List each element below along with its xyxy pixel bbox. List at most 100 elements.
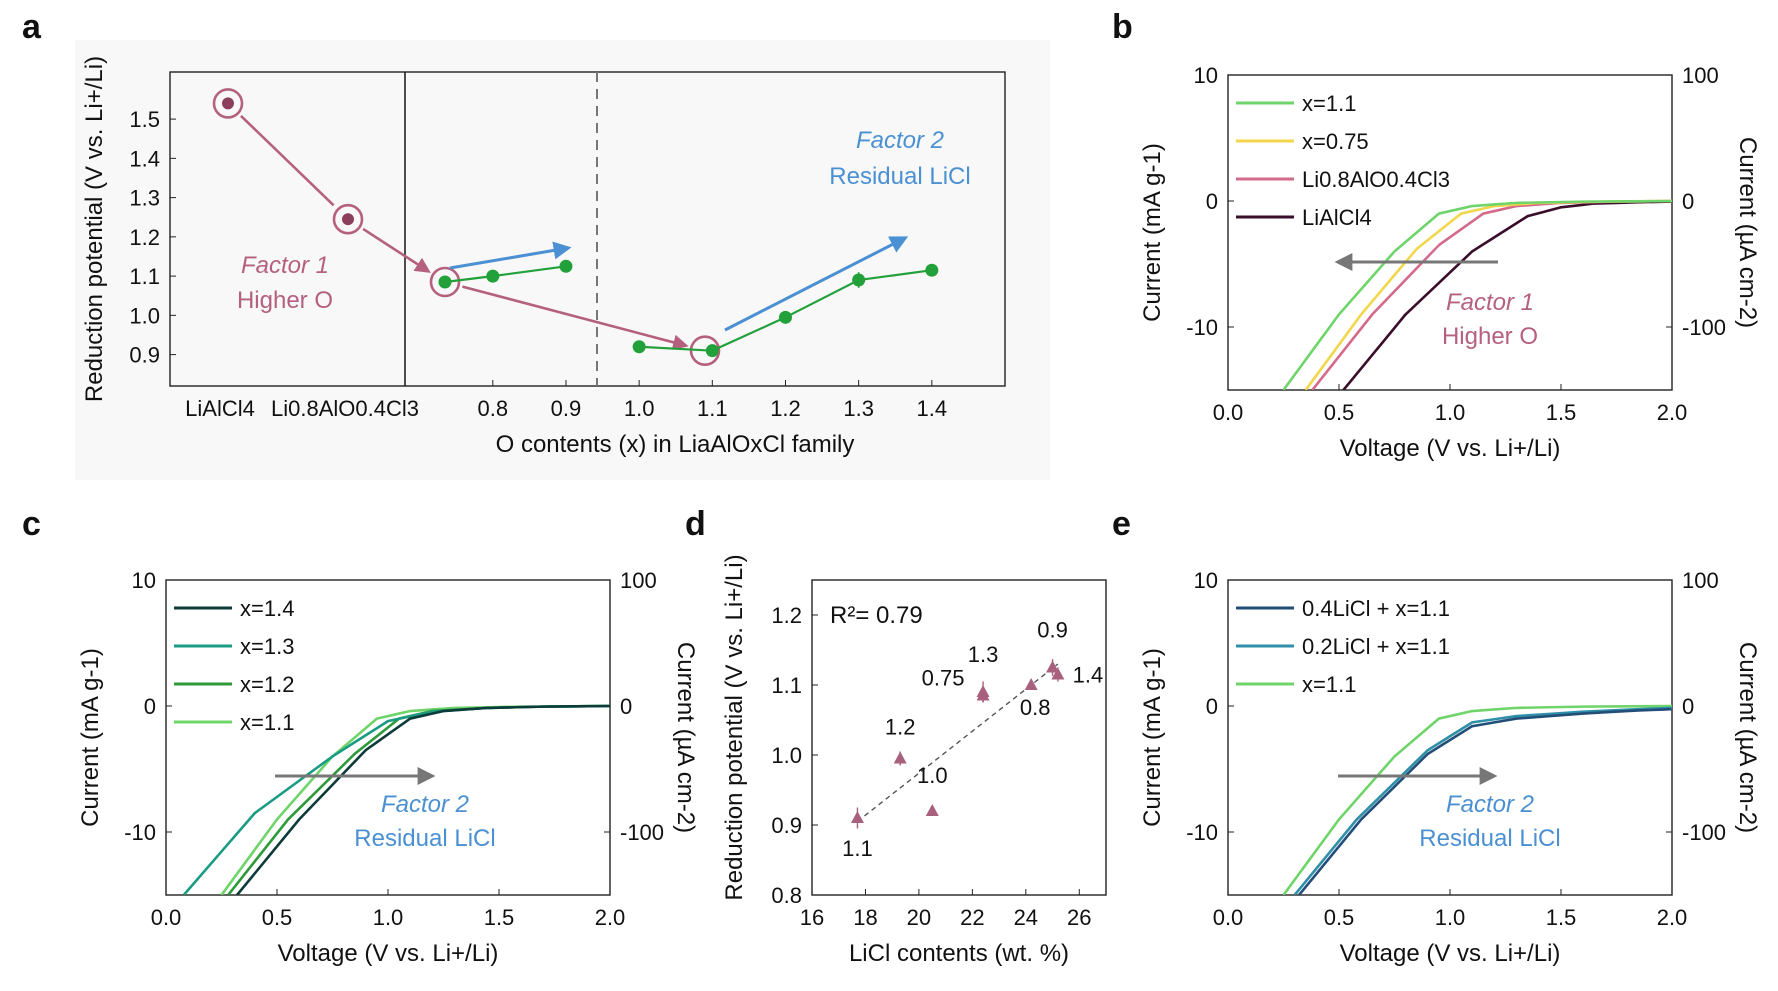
y-tick-label-right: 0 <box>1682 694 1694 719</box>
factor1-circle <box>332 203 364 235</box>
plot-frame <box>811 579 1107 896</box>
y-tick-label: 0 <box>1206 694 1218 719</box>
x-tick-label: 2.0 <box>1657 400 1688 425</box>
series-line <box>1282 704 1672 895</box>
y-tick-label: 1.3 <box>129 186 160 211</box>
legend-label: x=1.1 <box>1302 91 1356 116</box>
x-tick-label: 18 <box>853 905 877 930</box>
x-tick-label: 22 <box>960 905 984 930</box>
data-point <box>1046 660 1060 673</box>
x-tick-label: 0.8 <box>478 396 509 421</box>
x-tick-label: 1.3 <box>843 396 874 421</box>
x-axis-title: O contents (x) in LiaAlOxCl family <box>496 431 855 458</box>
x-tick-label: 1.5 <box>1546 905 1577 930</box>
annotation-line1: Factor 1 <box>1446 289 1534 316</box>
x-tick-label: 0.9 <box>551 396 582 421</box>
data-point <box>925 263 939 277</box>
y-tick-label: 0.9 <box>129 343 160 368</box>
x-axis-title: Voltage (V vs. Li+/Li) <box>1340 435 1561 462</box>
panel-e: 10 100 0 0 -10 -100 0.0 0.5 1.0 1.5 2.0 Voltage (V … <box>1139 568 1761 967</box>
y-axis-title-right: Current (µA cm-2) <box>1734 137 1761 328</box>
y-tick-label-right: -100 <box>620 820 664 845</box>
data-point <box>1051 667 1065 680</box>
x-category-label: LiAlCl4 <box>185 396 255 421</box>
y-axis-title: Current (mA g-1) <box>77 648 104 827</box>
legend-label: 0.4LiCl + x=1.1 <box>1302 596 1450 621</box>
annotation-line2: Higher O <box>1442 323 1538 350</box>
x-tick-label: 1.1 <box>697 396 728 421</box>
y-tick-label: 0.8 <box>771 883 802 908</box>
y-tick-label: 1.2 <box>771 603 802 628</box>
point-label: 0.8 <box>1020 695 1051 720</box>
x-tick-label: 2.0 <box>1657 905 1688 930</box>
y-tick-label: -10 <box>1186 315 1218 340</box>
point-label: 1.3 <box>968 642 999 667</box>
legend-label: 0.2LiCl + x=1.1 <box>1302 634 1450 659</box>
data-point <box>222 97 234 110</box>
panel-letter-e: e <box>1112 505 1131 543</box>
legend-label: x=1.4 <box>240 596 294 621</box>
annotation-line1: Factor 2 <box>1446 791 1534 818</box>
series-line <box>236 704 610 895</box>
factor1-circle <box>689 335 721 366</box>
data-point <box>925 804 939 816</box>
x-tick-label: 0.5 <box>262 905 293 930</box>
legend-label: x=1.3 <box>240 634 294 659</box>
factor1-circle <box>429 266 461 298</box>
y-axis-title: Reduction potential (V vs. Li+/Li) <box>81 56 108 402</box>
x-tick-label: 26 <box>1067 905 1091 930</box>
point-label: 1.0 <box>917 763 948 788</box>
factor1-path <box>362 227 431 273</box>
y-tick-label-right: -100 <box>1682 315 1726 340</box>
y-tick-label: 10 <box>132 568 156 593</box>
x-tick-label: 24 <box>1014 905 1038 930</box>
y-tick-label: 0 <box>144 694 156 719</box>
y-tick-label-right: 0 <box>1682 189 1694 214</box>
x-tick-label: 1.5 <box>1546 400 1577 425</box>
panel-letter-b: b <box>1112 8 1133 46</box>
y-tick-label-right: -100 <box>1682 820 1726 845</box>
x-axis-title: Voltage (V vs. Li+/Li) <box>1340 940 1561 967</box>
x-tick-label: 1.0 <box>373 905 404 930</box>
series-group <box>1282 704 1672 895</box>
data-point <box>486 269 500 283</box>
x-tick-label: 2.0 <box>595 905 626 930</box>
x-axis-title: LiCl contents (wt. %) <box>849 940 1069 967</box>
y-tick-label: 10 <box>1194 568 1218 593</box>
factor1-label: Factor 1 <box>241 252 329 279</box>
series-group <box>182 704 610 895</box>
x-tick-label: 0.5 <box>1324 905 1355 930</box>
data-point <box>1024 678 1038 690</box>
legend-label: x=0.75 <box>1302 129 1369 154</box>
data-point <box>976 685 990 697</box>
x-tick-label: 1.2 <box>770 396 801 421</box>
x-tick-label: 1.0 <box>624 396 655 421</box>
annotation-line2: Residual LiCl <box>1419 825 1560 852</box>
x-axis-title: Voltage (V vs. Li+/Li) <box>278 940 499 967</box>
y-tick-label: 1.0 <box>771 743 802 768</box>
y-tick-label: 0.9 <box>771 813 802 838</box>
x-tick-label: 1.4 <box>917 396 948 421</box>
annotation-line2: Residual LiCl <box>354 825 495 852</box>
factor2-sublabel: Residual LiCl <box>829 163 970 190</box>
factor1-circle <box>212 88 244 119</box>
panel-a: 0.9 1.0 1.1 1.2 1.3 1.4 1.5 0.8 0.9 1.0 1.1 1.2 1.3 1… <box>75 40 1050 480</box>
y-axis-title: Current (mA g-1) <box>1139 648 1166 827</box>
x-tick-label: 0.0 <box>151 905 182 930</box>
x-tick-label: 1.5 <box>484 905 515 930</box>
legend-label: x=1.2 <box>240 672 294 697</box>
y-tick-label: 1.0 <box>129 303 160 328</box>
y-tick-label: -10 <box>124 820 156 845</box>
data-point <box>778 310 792 324</box>
legend-label: LiAlCl4 <box>1302 205 1372 230</box>
y-axis-title-right: Current (µA cm-2) <box>672 642 699 833</box>
legend-label: x=1.1 <box>1302 672 1356 697</box>
y-tick-label: 1.5 <box>129 107 160 132</box>
data-point <box>559 259 573 273</box>
series-line <box>1282 199 1672 390</box>
panel-letter-d: d <box>685 505 706 543</box>
point-label: 1.1 <box>842 836 873 861</box>
x-tick-label: 16 <box>800 905 824 930</box>
y-tick-label: 10 <box>1194 63 1218 88</box>
panel-c: 10 100 0 0 -10 -100 0.0 0.5 1.0 1.5 2.0 Voltage (V … <box>77 568 699 967</box>
